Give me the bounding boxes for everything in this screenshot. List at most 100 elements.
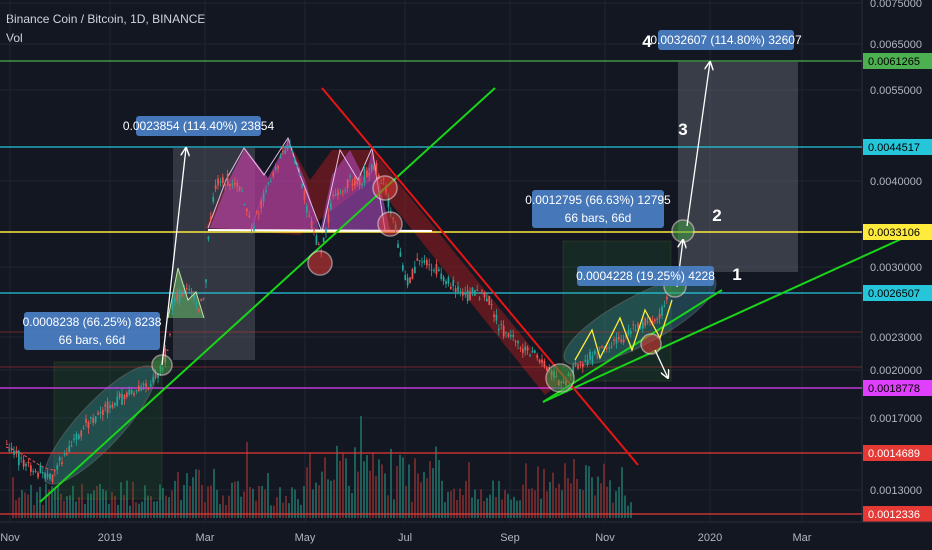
candle-body (409, 277, 411, 284)
candle-body (8, 449, 11, 452)
measure-box-value: 0.0023854 (114.40%) 23854 (123, 119, 275, 133)
candle-body (186, 288, 188, 290)
candle-body (334, 193, 337, 196)
volume-bar (447, 491, 449, 518)
price-tag-label: 0.0044517 (868, 142, 920, 154)
volume-bar (330, 480, 332, 518)
volume-bar (498, 480, 500, 518)
candle-body (308, 215, 311, 217)
x-tick-label: Jul (398, 532, 412, 544)
volume-bar (255, 500, 257, 518)
volume-bar (57, 486, 59, 518)
measure-box-bars: 66 bars, 66d (565, 211, 632, 225)
candle-body (330, 203, 332, 210)
x-tick-label: Mar (793, 532, 812, 544)
step-number: 2 (712, 206, 721, 225)
volume-bar (156, 501, 158, 518)
volume-bar (111, 491, 113, 518)
candle-body (274, 166, 277, 171)
volume-bar (582, 490, 584, 518)
candle-body (447, 277, 450, 284)
volume-bar (264, 489, 266, 518)
candle-body (58, 457, 61, 461)
volume-bar (228, 495, 230, 518)
candle-body (519, 348, 522, 350)
candle-body (627, 329, 630, 336)
volume-bar (267, 472, 269, 518)
volume-bar (402, 457, 404, 518)
candle-body (620, 339, 623, 343)
candle-body (622, 339, 625, 343)
volume-bar (564, 463, 566, 518)
candle-body (589, 351, 591, 360)
volume-bar (429, 461, 431, 518)
candle-body (82, 428, 85, 430)
candle-body (637, 323, 639, 328)
measure-box-value: 0.0004228 (19.25%) 4228 (576, 269, 715, 283)
volume-bar (384, 473, 386, 518)
volume-bar (120, 482, 122, 518)
x-tick-label: Nov (595, 532, 615, 544)
volume-bar (555, 488, 557, 518)
candle-body (577, 365, 579, 369)
candle-body (471, 287, 474, 294)
candle-body (145, 383, 147, 387)
volume-bar (588, 466, 590, 518)
candle-body (615, 337, 618, 344)
candle-body (109, 405, 111, 408)
volume-bar (519, 500, 521, 518)
volume-bar (78, 497, 80, 518)
volume-bar (459, 488, 461, 518)
volume-bar (417, 473, 419, 518)
zigzag-path (574, 299, 673, 361)
volume-bar (414, 458, 416, 518)
signal-circle (372, 175, 398, 201)
candle-body (13, 451, 15, 455)
volume-bar (273, 505, 275, 518)
volume-bar (543, 468, 545, 518)
volume-bar (585, 465, 587, 518)
candle-body (260, 200, 263, 209)
volume-bar (282, 502, 284, 518)
volume-bar (321, 471, 323, 518)
volume-bar (114, 495, 116, 518)
candle-body (454, 288, 457, 293)
volume-bar (372, 453, 374, 518)
volume-bar (630, 502, 632, 518)
volume-bar (420, 482, 422, 518)
candle-body (618, 337, 620, 339)
candle-body (210, 216, 212, 221)
volume-bar (12, 477, 14, 518)
candle-body (428, 264, 431, 266)
candle-body (358, 177, 361, 186)
candle-body (337, 190, 339, 196)
candle-body (253, 225, 255, 231)
candle-body (51, 474, 54, 482)
candle-body (246, 208, 248, 212)
candle-body (10, 447, 13, 449)
candle-body (476, 289, 479, 291)
volume-bar (147, 495, 149, 518)
volume-bar (351, 493, 353, 518)
candle-body (572, 365, 575, 373)
candle-body (502, 325, 505, 337)
candle-body (15, 451, 18, 453)
candle-body (116, 396, 119, 406)
volume-bar (219, 504, 221, 518)
volume-bar (117, 504, 119, 518)
candle-body (514, 341, 517, 343)
candle-body (370, 164, 373, 171)
candle-body (663, 305, 666, 307)
candle-body (238, 187, 241, 191)
measure-box (658, 30, 794, 50)
candle-body (270, 181, 272, 183)
volume-bar (84, 503, 86, 518)
candle-body (114, 402, 116, 406)
volume-bar (81, 484, 83, 518)
volume-bar (495, 496, 497, 518)
candle-body (459, 290, 462, 292)
candle-body (349, 175, 351, 177)
candle-body (195, 302, 198, 304)
volume-bar (204, 502, 206, 518)
